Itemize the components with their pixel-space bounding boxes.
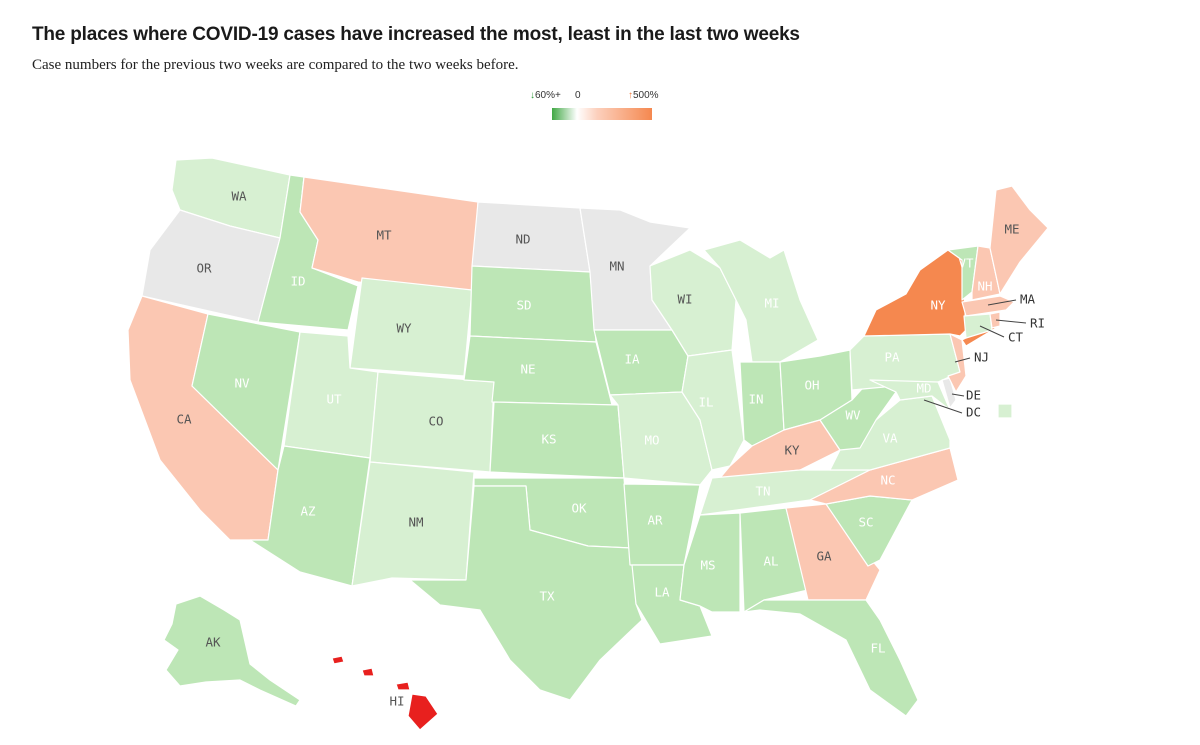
- label-ia: IA: [624, 352, 640, 367]
- state-fl[interactable]: [743, 599, 919, 717]
- label-ga: GA: [816, 549, 832, 564]
- label-or: OR: [196, 261, 212, 276]
- label-ak: AK: [205, 635, 221, 650]
- label-fl: FL: [870, 641, 885, 656]
- state-va[interactable]: [829, 395, 951, 471]
- label-la: LA: [654, 585, 670, 600]
- label-wv: WV: [845, 408, 861, 423]
- label-md: MD: [916, 381, 931, 396]
- label-il: IL: [698, 395, 713, 410]
- leader-de: [951, 393, 965, 397]
- leader-ma: [987, 299, 1017, 306]
- state-nm[interactable]: [351, 461, 475, 587]
- state-mi[interactable]: [703, 239, 819, 363]
- legend-high-label: ↑500%: [628, 90, 659, 101]
- state-dc-box[interactable]: [997, 403, 1013, 419]
- label-ma: MA: [1020, 292, 1036, 307]
- state-ia[interactable]: [593, 329, 689, 396]
- leader-dc: [923, 399, 963, 414]
- label-ut: UT: [326, 392, 342, 407]
- label-nc: NC: [880, 473, 895, 488]
- state-tx[interactable]: [409, 485, 643, 701]
- label-sc: SC: [858, 515, 873, 530]
- leader-nj: [954, 357, 971, 363]
- label-nh: NH: [977, 279, 992, 294]
- label-ar: AR: [647, 513, 663, 528]
- label-va: VA: [882, 431, 898, 446]
- label-mt: MT: [376, 228, 392, 243]
- label-ne: NE: [520, 362, 535, 377]
- state-ms[interactable]: [679, 512, 741, 613]
- label-wa: WA: [231, 189, 247, 204]
- color-legend: ↓60%+ 0 ↑500%: [528, 90, 668, 126]
- label-mo: MO: [644, 433, 659, 448]
- label-ok: OK: [571, 501, 587, 516]
- label-ct: CT: [1008, 330, 1024, 345]
- label-vt: VT: [958, 256, 974, 271]
- state-al[interactable]: [739, 507, 809, 613]
- arrow-down-icon: ↓: [530, 90, 535, 101]
- state-ak[interactable]: [163, 595, 301, 707]
- label-pa: PA: [884, 350, 900, 365]
- state-de[interactable]: [941, 377, 957, 409]
- state-nd[interactable]: [471, 201, 591, 273]
- label-co: CO: [428, 414, 443, 429]
- state-hi-island-2[interactable]: [361, 667, 375, 677]
- label-al: AL: [763, 554, 778, 569]
- label-wi: WI: [677, 292, 692, 307]
- label-ky: KY: [784, 443, 800, 458]
- label-wy: WY: [396, 321, 412, 336]
- state-ks[interactable]: [489, 401, 625, 479]
- legend-low-label: ↓60%+: [530, 90, 561, 101]
- label-oh: OH: [804, 378, 819, 393]
- label-nv: NV: [234, 376, 250, 391]
- label-hi: HI: [389, 694, 404, 709]
- label-in: IN: [748, 392, 763, 407]
- state-ct[interactable]: [963, 313, 993, 339]
- label-nm: NM: [408, 515, 423, 530]
- label-id: ID: [290, 274, 305, 289]
- label-me: ME: [1004, 222, 1019, 237]
- state-sd[interactable]: [469, 265, 597, 343]
- state-ny[interactable]: [863, 249, 967, 337]
- chart-title: The places where COVID-19 cases have inc…: [32, 24, 800, 45]
- state-hi-island-1[interactable]: [331, 655, 345, 665]
- label-ca: CA: [176, 412, 192, 427]
- legend-mid-label: 0: [575, 90, 581, 101]
- label-sd: SD: [516, 298, 531, 313]
- label-nd: ND: [515, 232, 530, 247]
- state-ne[interactable]: [463, 335, 613, 406]
- label-ny: NY: [930, 298, 946, 313]
- label-mn: MN: [609, 259, 624, 274]
- state-hi-island-3[interactable]: [395, 681, 411, 691]
- label-ks: KS: [541, 432, 556, 447]
- legend-gradient-bar: [552, 108, 652, 120]
- state-md[interactable]: [869, 379, 951, 411]
- leader-ri: [995, 319, 1027, 324]
- state-nh[interactable]: [971, 245, 1001, 301]
- state-ri[interactable]: [989, 311, 1001, 329]
- state-hi-island-4[interactable]: [407, 693, 439, 731]
- state-vt[interactable]: [947, 245, 979, 301]
- chart-subtitle: Case numbers for the previous two weeks …: [32, 57, 519, 73]
- state-ga[interactable]: [785, 503, 881, 601]
- label-dc: DC: [966, 405, 981, 420]
- label-az: AZ: [300, 504, 316, 519]
- label-nj: NJ: [974, 350, 989, 365]
- label-tx: TX: [539, 589, 555, 604]
- label-mi: MI: [764, 296, 779, 311]
- label-ri: RI: [1030, 316, 1045, 331]
- state-me[interactable]: [989, 185, 1049, 295]
- state-il[interactable]: [681, 349, 745, 471]
- leader-ct: [979, 325, 1005, 338]
- state-ma[interactable]: [961, 295, 1015, 317]
- label-tn: TN: [755, 484, 770, 499]
- arrow-up-icon: ↑: [628, 90, 633, 101]
- label-de: DE: [966, 388, 981, 403]
- label-ms: MS: [700, 558, 715, 573]
